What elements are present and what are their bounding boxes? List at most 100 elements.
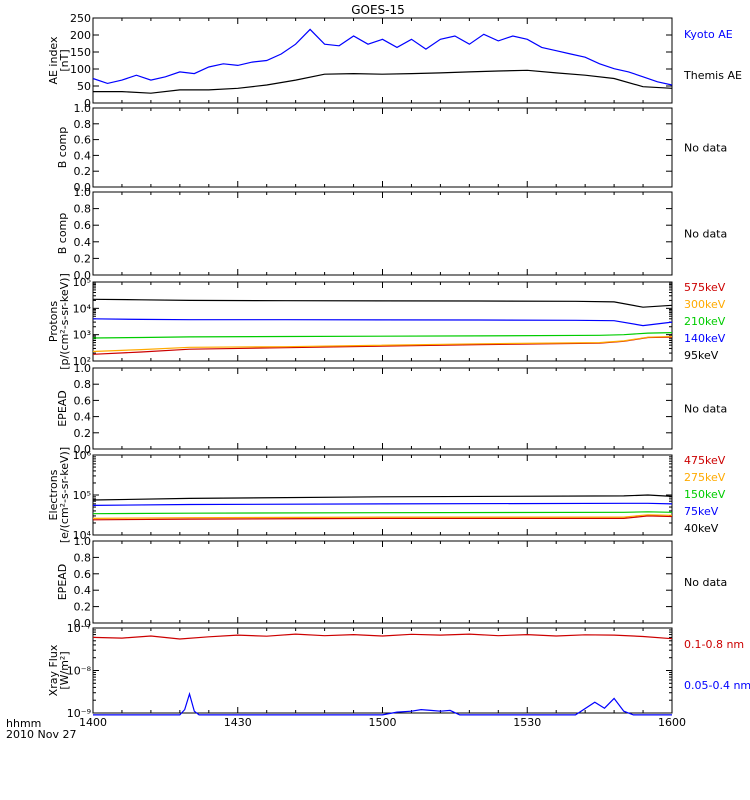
panel-7: 0.0 0.2 0.4 0.6 0.8 1.0 EPEAD No data [56, 535, 727, 630]
y-axis-label: [nT] [58, 49, 71, 71]
series-line-0-1-0-8-nm [92, 633, 673, 640]
y-tick-label: 0.6 [74, 219, 92, 232]
y-tick-label: 0.2 [74, 601, 92, 614]
y-tick-label: 0.0 [74, 443, 92, 456]
time-axis-ticks: 1400 1430 1500 1530 1600 [79, 716, 686, 729]
y-axis-label: B comp [56, 213, 69, 255]
x-tick-label: 1500 [369, 716, 397, 729]
series-line-95kev [92, 298, 673, 308]
series-line-75kev [92, 502, 673, 506]
y-tick-label: 200 [70, 29, 91, 42]
y-tick-label: 10⁵ [73, 489, 91, 502]
series-line-140kev [92, 318, 673, 327]
y-tick-label: 0 [84, 97, 91, 110]
y-axis-label: [W/m²] [58, 651, 71, 689]
panel-frame [92, 367, 673, 450]
y-tick-label: 0.0 [74, 181, 92, 194]
y-tick-label: 0.4 [74, 149, 92, 162]
x-tick-label: 1600 [658, 716, 686, 729]
y-tick-label: 10⁻⁹ [67, 707, 91, 720]
time-axis-label: hhmm [6, 717, 41, 730]
x-tick-label: 1430 [224, 716, 252, 729]
no-data-label: No data [684, 142, 727, 155]
series-line-210kev [92, 332, 673, 339]
y-tick-label: 0.0 [74, 269, 92, 282]
y-axis-label: Xray Flux [47, 644, 60, 696]
panel-frame [92, 107, 673, 188]
panel-frame [92, 540, 673, 624]
y-axis-label: B comp [56, 127, 69, 169]
y-tick-label: 250 [70, 12, 91, 25]
x-tick-label: 1530 [513, 716, 541, 729]
panels: 0 50 100 150 200 250 AE index[nT] Kyoto AE Themi… [47, 12, 750, 720]
y-tick-label: 10⁶ [73, 449, 92, 462]
y-tick-label: 0.6 [74, 134, 92, 147]
legend-entry: 475keV [684, 454, 726, 467]
y-tick-label: 10² [73, 355, 91, 368]
y-tick-label: 0.6 [74, 394, 92, 407]
no-data-label: No data [684, 228, 727, 241]
panel-8: 10⁻⁹ 10⁻⁸ 10⁻⁷ Xray Flux[W/m²] 0.1-0.8 nm 0.0… [47, 622, 750, 720]
series-line-40kev [92, 494, 673, 501]
y-tick-label: 10³ [73, 329, 91, 342]
series-line-kyoto-ae [92, 28, 673, 86]
y-tick-label: 1.0 [74, 186, 92, 199]
y-axis-label: EPEAD [56, 390, 69, 427]
series-line-300kev [92, 335, 673, 353]
y-tick-label: 0.8 [74, 118, 92, 131]
y-tick-label: 10⁻⁸ [67, 665, 92, 678]
y-tick-label: 0.8 [74, 551, 92, 564]
legend-entry: 75keV [684, 505, 719, 518]
y-tick-label: 1.0 [74, 362, 92, 375]
no-data-label: No data [684, 403, 727, 416]
panel-1: 0 50 100 150 200 250 AE index[nT] Kyoto AE Themi… [47, 12, 742, 110]
y-tick-label: 10⁵ [73, 276, 91, 289]
y-tick-label: 0.8 [74, 378, 92, 391]
panel-3: 0.0 0.2 0.4 0.6 0.8 1.0 B comp No data [56, 186, 727, 282]
series-line-475kev [92, 515, 673, 521]
panel-2: 0.0 0.2 0.4 0.6 0.8 1.0 B comp No data [56, 102, 727, 194]
legend-entry: 0.05-0.4 nm [684, 679, 750, 692]
legend-entry: Kyoto AE [684, 28, 733, 41]
series-line-0-05-0-4-nm [93, 691, 672, 716]
legend-entry: 210keV [684, 315, 726, 328]
y-tick-label: 150 [70, 46, 91, 59]
legend-entry: 40keV [684, 522, 719, 535]
legend-entry: 140keV [684, 332, 726, 345]
y-tick-label: 1.0 [74, 102, 92, 115]
y-tick-label: 10⁻⁷ [67, 622, 91, 635]
plot-title: GOES-15 [351, 3, 405, 17]
legend-entry: 95keV [684, 349, 719, 362]
y-tick-label: 0.0 [74, 617, 92, 630]
y-tick-label: 0.4 [74, 411, 92, 424]
y-tick-label: 100 [70, 63, 91, 76]
y-axis-label: Electrons [47, 469, 60, 520]
panel-6: 10⁴ 10⁵ 10⁶ Electrons[e/(cm²-s-sr-keV)] 475k… [47, 447, 726, 543]
panel-frame [92, 281, 673, 362]
no-data-label: No data [684, 576, 727, 589]
y-axis-label: AE index [47, 36, 60, 85]
series-line-150kev [92, 511, 673, 515]
y-axis-label: Protons [47, 301, 60, 342]
panel-frame [92, 191, 673, 276]
legend-entry: 150keV [684, 488, 726, 501]
y-tick-label: 10⁴ [73, 302, 92, 315]
panel-4: 10² 10³ 10⁴ 10⁵ Protons[p/(cm²-s-sr-keV)] 575… [47, 273, 726, 370]
y-tick-label: 0.2 [74, 252, 92, 265]
legend-entry: 575keV [684, 281, 726, 294]
y-axis-label: [e/(cm²-s-sr-keV)] [58, 447, 71, 543]
y-tick-label: 50 [77, 80, 91, 93]
legend-entry: 0.1-0.8 nm [684, 638, 744, 651]
series-line-themis-ae [93, 69, 673, 94]
time-axis-date: 2010 Nov 27 [6, 728, 76, 741]
legend-entry: Themis AE [683, 69, 742, 82]
y-tick-label: 0.2 [74, 427, 92, 440]
y-axis-label: [p/(cm²-s-sr-keV)] [58, 273, 71, 370]
panel-5: 0.0 0.2 0.4 0.6 0.8 1.0 EPEAD No data [56, 362, 727, 456]
legend-entry: 275keV [684, 471, 726, 484]
y-tick-label: 0.8 [74, 203, 92, 216]
panel-frame [92, 454, 673, 536]
y-tick-label: 10⁴ [73, 529, 92, 542]
y-tick-label: 0.2 [74, 165, 92, 178]
